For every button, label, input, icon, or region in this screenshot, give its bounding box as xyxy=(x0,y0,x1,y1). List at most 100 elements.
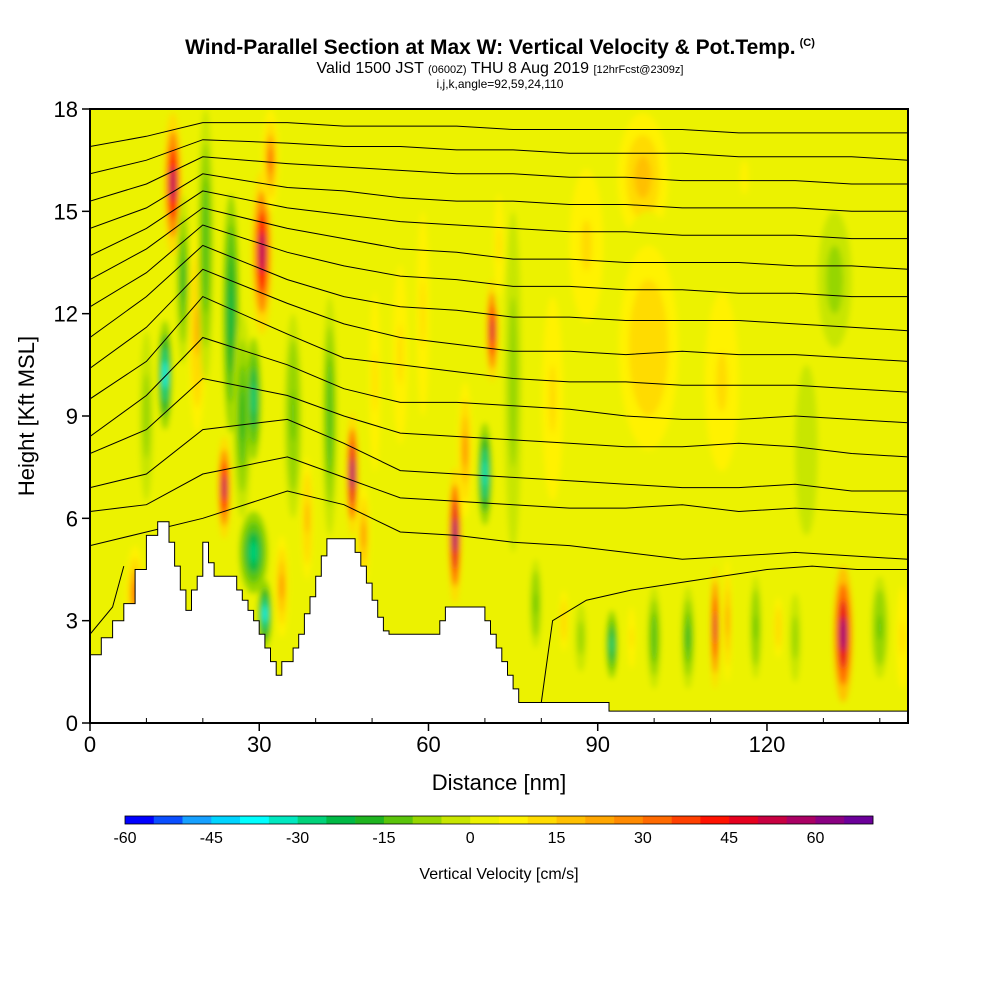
velocity-cell xyxy=(420,279,425,348)
velocity-cell xyxy=(534,592,538,615)
colorbar-swatch xyxy=(297,816,327,824)
velocity-cells xyxy=(126,109,908,706)
velocity-cell xyxy=(754,614,758,641)
velocity-cell xyxy=(793,626,797,649)
isentrope-line xyxy=(90,244,908,338)
velocity-cell xyxy=(562,610,566,631)
valid-time-utc: (0600Z) xyxy=(428,64,467,76)
colorbar-swatch xyxy=(729,816,759,824)
isentrope-line xyxy=(90,295,908,400)
y-axis-label: Height [Kft MSL] xyxy=(14,336,39,496)
colorbar-swatch xyxy=(412,816,442,824)
x-tick-label: 0 xyxy=(84,732,96,757)
velocity-cell xyxy=(830,262,839,297)
y-tick-label: 15 xyxy=(54,199,78,224)
colorbar-swatch xyxy=(642,816,672,824)
isentrope-line xyxy=(90,336,908,437)
valid-time: Valid 1500 JST xyxy=(316,60,424,77)
valid-date: THU 8 Aug 2019 xyxy=(470,60,589,77)
velocity-cell xyxy=(630,627,633,648)
copyright-mark: (C) xyxy=(799,37,815,49)
colorbar-label: -15 xyxy=(372,830,395,847)
velocity-cell xyxy=(327,386,332,446)
x-axis: 0 30 60 90 120 xyxy=(84,718,881,757)
velocity-cell xyxy=(240,390,245,442)
colorbar-swatch xyxy=(240,816,270,824)
velocity-cell xyxy=(290,390,296,442)
isentrope-line xyxy=(90,377,908,458)
colorbar-swatch xyxy=(527,816,557,824)
velocity-cell xyxy=(716,352,728,412)
x-axis-label: Distance [nm] xyxy=(432,770,567,795)
colorbar-swatch xyxy=(786,816,816,824)
velocity-cell xyxy=(713,612,717,643)
velocity-cell xyxy=(263,605,267,623)
x-tick-label: 30 xyxy=(247,732,271,757)
colorbar-swatch xyxy=(700,816,730,824)
isentrope-line xyxy=(540,565,908,703)
velocity-cell xyxy=(163,361,167,389)
velocity-cell xyxy=(579,629,583,647)
isentrope-line xyxy=(90,268,908,369)
isentrope-line xyxy=(90,156,908,202)
colorbar-swatch xyxy=(153,816,183,824)
velocity-cell xyxy=(634,155,652,199)
velocity-cell xyxy=(638,313,659,382)
chart-subtitle: Valid 1500 JST (0600Z) THU 8 Aug 2019 [1… xyxy=(0,60,1000,78)
chart-title-text: Wind-Parallel Section at Max W: Vertical… xyxy=(185,36,796,59)
colorbar-swatch xyxy=(671,816,701,824)
colorbar-swatch xyxy=(125,816,155,824)
velocity-cell xyxy=(740,160,749,195)
colorbar-swatch xyxy=(499,816,529,824)
colorbar-swatch xyxy=(815,816,845,824)
y-axis: 0 3 6 9 12 15 18 xyxy=(54,97,90,736)
velocity-cell xyxy=(463,433,467,468)
velocity-cell xyxy=(268,147,273,173)
colorbar-label: -45 xyxy=(200,830,223,847)
terrain xyxy=(90,521,908,723)
isentrope-line xyxy=(90,173,908,229)
colorbar-swatch xyxy=(470,816,500,824)
velocity-cell xyxy=(251,383,256,415)
forecast-info: [12hrFcst@2309z] xyxy=(593,64,684,76)
plot-area xyxy=(90,109,908,723)
velocity-cell xyxy=(144,394,149,438)
x-tick-label: 90 xyxy=(585,732,609,757)
velocity-cell xyxy=(490,317,494,344)
x-tick-label: 120 xyxy=(749,732,786,757)
velocity-cell xyxy=(900,620,905,655)
colorbar-swatch xyxy=(556,816,586,824)
velocity-cell xyxy=(250,542,258,563)
colorbar-swatch xyxy=(383,816,413,824)
isentrope-line xyxy=(90,565,125,635)
colorbar-swatch xyxy=(441,816,471,824)
colorbar-swatch xyxy=(326,816,356,824)
isentrope-line xyxy=(90,224,908,308)
velocity-cell xyxy=(305,502,309,534)
velocity-cell xyxy=(549,364,557,434)
section-params: i,j,k,angle=92,59,24,110 xyxy=(436,77,564,91)
colorbar-swatch xyxy=(844,816,874,824)
velocity-cell xyxy=(350,458,354,490)
y-tick-label: 6 xyxy=(66,506,78,531)
velocity-cell xyxy=(776,617,780,638)
x-tick-label: 60 xyxy=(416,732,440,757)
colorbar-label: 30 xyxy=(634,830,652,847)
isentrope-line xyxy=(90,122,908,147)
colorbar-swatch xyxy=(211,816,241,824)
colorbar-label: 45 xyxy=(720,830,738,847)
isentrope-line xyxy=(90,190,908,257)
isentrope-line xyxy=(90,456,908,516)
velocity-cell xyxy=(686,624,690,651)
velocity-cell xyxy=(580,219,593,272)
colorbar: -60 -45 -30 -15 0 15 30 45 60 xyxy=(113,815,874,847)
isentrope-line xyxy=(90,418,908,492)
velocity-cell xyxy=(203,211,208,280)
velocity-cell xyxy=(483,461,487,487)
velocity-cell xyxy=(840,617,846,652)
y-tick-label: 3 xyxy=(66,609,78,634)
colorbar-label: -30 xyxy=(286,830,309,847)
isentrope-line xyxy=(90,490,908,560)
colorbar-swatch xyxy=(355,816,385,824)
